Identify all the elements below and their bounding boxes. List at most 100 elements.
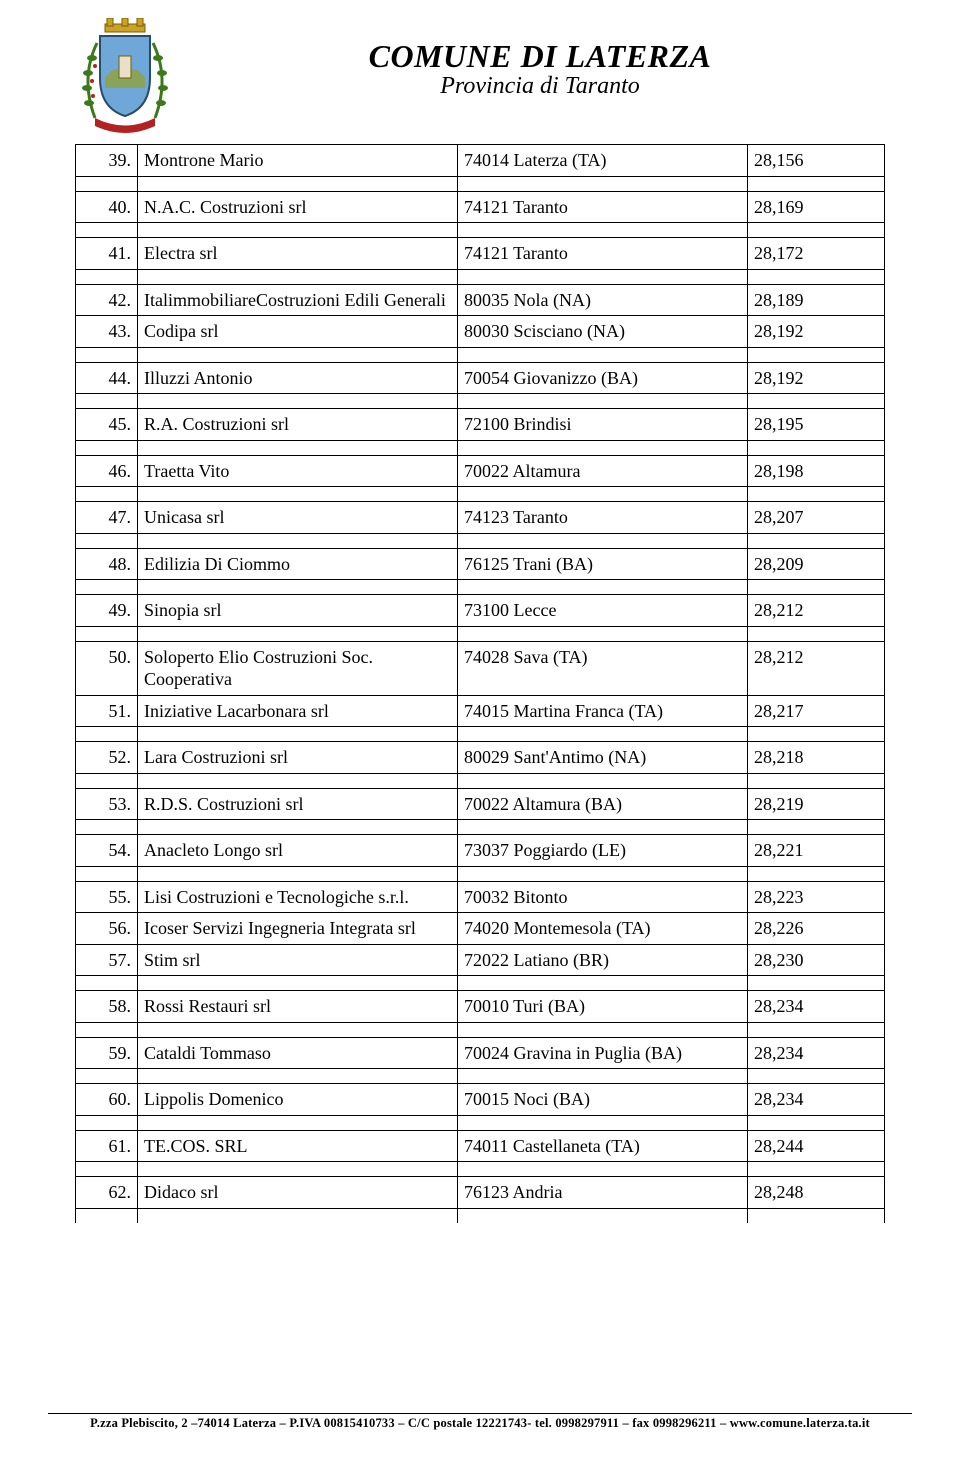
table-row: 46.Traetta Vito70022 Altamura28,198 — [76, 455, 885, 487]
row-location: 74011 Castellaneta (TA) — [458, 1130, 748, 1162]
page-footer: P.zza Plebiscito, 2 –74014 Laterza – P.I… — [0, 1413, 960, 1431]
table-row-spacer — [76, 727, 885, 742]
row-location: 80030 Scisciano (NA) — [458, 316, 748, 348]
table-row: 56.Icoser Servizi Ingegneria Integrata s… — [76, 913, 885, 945]
data-table: 39.Montrone Mario74014 Laterza (TA)28,15… — [75, 144, 885, 1223]
row-name: Rossi Restauri srl — [138, 991, 458, 1023]
table-row-spacer — [76, 820, 885, 835]
table-row-spacer — [76, 976, 885, 991]
row-name: Cataldi Tommaso — [138, 1037, 458, 1069]
row-location: 74014 Laterza (TA) — [458, 145, 748, 177]
row-location: 74020 Montemesola (TA) — [458, 913, 748, 945]
row-value: 28,217 — [748, 695, 885, 727]
row-value: 28,195 — [748, 409, 885, 441]
row-number: 60. — [76, 1084, 138, 1116]
row-number: 40. — [76, 191, 138, 223]
table-row: 55.Lisi Costruzioni e Tecnologiche s.r.l… — [76, 881, 885, 913]
table-row-spacer — [76, 773, 885, 788]
row-name: N.A.C. Costruzioni srl — [138, 191, 458, 223]
row-name: Lara Costruzioni srl — [138, 742, 458, 774]
page-title: COMUNE DI LATERZA — [195, 38, 885, 75]
row-name: Electra srl — [138, 238, 458, 270]
row-value: 28,223 — [748, 881, 885, 913]
row-value: 28,172 — [748, 238, 885, 270]
row-location: 70015 Noci (BA) — [458, 1084, 748, 1116]
row-name: R.D.S. Costruzioni srl — [138, 788, 458, 820]
table-row: 52.Lara Costruzioni srl80029 Sant'Antimo… — [76, 742, 885, 774]
row-location: 70022 Altamura (BA) — [458, 788, 748, 820]
row-location: 73037 Poggiardo (LE) — [458, 835, 748, 867]
table-row-spacer — [76, 1069, 885, 1084]
row-value: 28,244 — [748, 1130, 885, 1162]
row-value: 28,169 — [748, 191, 885, 223]
row-number: 55. — [76, 881, 138, 913]
table-row: 48.Edilizia Di Ciommo76125 Trani (BA)28,… — [76, 548, 885, 580]
row-location: 74015 Martina Franca (TA) — [458, 695, 748, 727]
table-row: 44.Illuzzi Antonio70054 Giovanizzo (BA)2… — [76, 362, 885, 394]
table-row: 39.Montrone Mario74014 Laterza (TA)28,15… — [76, 145, 885, 177]
row-number: 50. — [76, 641, 138, 695]
row-number: 54. — [76, 835, 138, 867]
table-row-spacer — [76, 1022, 885, 1037]
row-number: 52. — [76, 742, 138, 774]
table-row-spacer — [76, 269, 885, 284]
row-number: 43. — [76, 316, 138, 348]
table-row-spacer — [76, 626, 885, 641]
row-value: 28,209 — [748, 548, 885, 580]
row-name: TE.COS. SRL — [138, 1130, 458, 1162]
row-number: 61. — [76, 1130, 138, 1162]
row-name: ItalimmobiliareCostruzioni Edili General… — [138, 284, 458, 316]
row-name: Edilizia Di Ciommo — [138, 548, 458, 580]
table-row: 57.Stim srl72022 Latiano (BR)28,230 — [76, 944, 885, 976]
row-number: 53. — [76, 788, 138, 820]
row-value: 28,207 — [748, 502, 885, 534]
row-number: 41. — [76, 238, 138, 270]
row-name: Traetta Vito — [138, 455, 458, 487]
page-subtitle: Provincia di Taranto — [195, 73, 885, 100]
row-location: 70010 Turi (BA) — [458, 991, 748, 1023]
row-name: Unicasa srl — [138, 502, 458, 534]
row-value: 28,226 — [748, 913, 885, 945]
row-location: 76123 Andria — [458, 1177, 748, 1209]
row-value: 28,192 — [748, 316, 885, 348]
row-number: 48. — [76, 548, 138, 580]
table-row-spacer — [76, 347, 885, 362]
row-location: 72022 Latiano (BR) — [458, 944, 748, 976]
header: COMUNE DI LATERZA Provincia di Taranto — [75, 18, 885, 138]
row-location: 80035 Nola (NA) — [458, 284, 748, 316]
row-number: 56. — [76, 913, 138, 945]
row-location: 70054 Giovanizzo (BA) — [458, 362, 748, 394]
row-location: 73100 Lecce — [458, 595, 748, 627]
row-number: 58. — [76, 991, 138, 1023]
row-value: 28,234 — [748, 1084, 885, 1116]
table-row-spacer — [76, 1208, 885, 1223]
row-value: 28,212 — [748, 641, 885, 695]
row-number: 42. — [76, 284, 138, 316]
table-row-spacer — [76, 866, 885, 881]
row-location: 74123 Taranto — [458, 502, 748, 534]
row-number: 46. — [76, 455, 138, 487]
row-location: 70022 Altamura — [458, 455, 748, 487]
table-row: 53.R.D.S. Costruzioni srl70022 Altamura … — [76, 788, 885, 820]
row-name: Soloperto Elio Costruzioni Soc. Cooperat… — [138, 641, 458, 695]
table-row-spacer — [76, 440, 885, 455]
table-row: 58.Rossi Restauri srl70010 Turi (BA)28,2… — [76, 991, 885, 1023]
table-row: 43.Codipa srl80030 Scisciano (NA)28,192 — [76, 316, 885, 348]
table-row-spacer — [76, 1162, 885, 1177]
row-number: 59. — [76, 1037, 138, 1069]
row-name: Didaco srl — [138, 1177, 458, 1209]
row-name: Montrone Mario — [138, 145, 458, 177]
row-value: 28,234 — [748, 991, 885, 1023]
row-name: Sinopia srl — [138, 595, 458, 627]
row-value: 28,218 — [748, 742, 885, 774]
table-row: 42.ItalimmobiliareCostruzioni Edili Gene… — [76, 284, 885, 316]
table-row: 54.Anacleto Longo srl73037 Poggiardo (LE… — [76, 835, 885, 867]
row-value: 28,248 — [748, 1177, 885, 1209]
table-row-spacer — [76, 176, 885, 191]
table-row-spacer — [76, 487, 885, 502]
municipal-crest-icon — [75, 18, 175, 138]
row-location: 74121 Taranto — [458, 238, 748, 270]
row-location: 72100 Brindisi — [458, 409, 748, 441]
row-value: 28,192 — [748, 362, 885, 394]
table-row: 49.Sinopia srl73100 Lecce28,212 — [76, 595, 885, 627]
